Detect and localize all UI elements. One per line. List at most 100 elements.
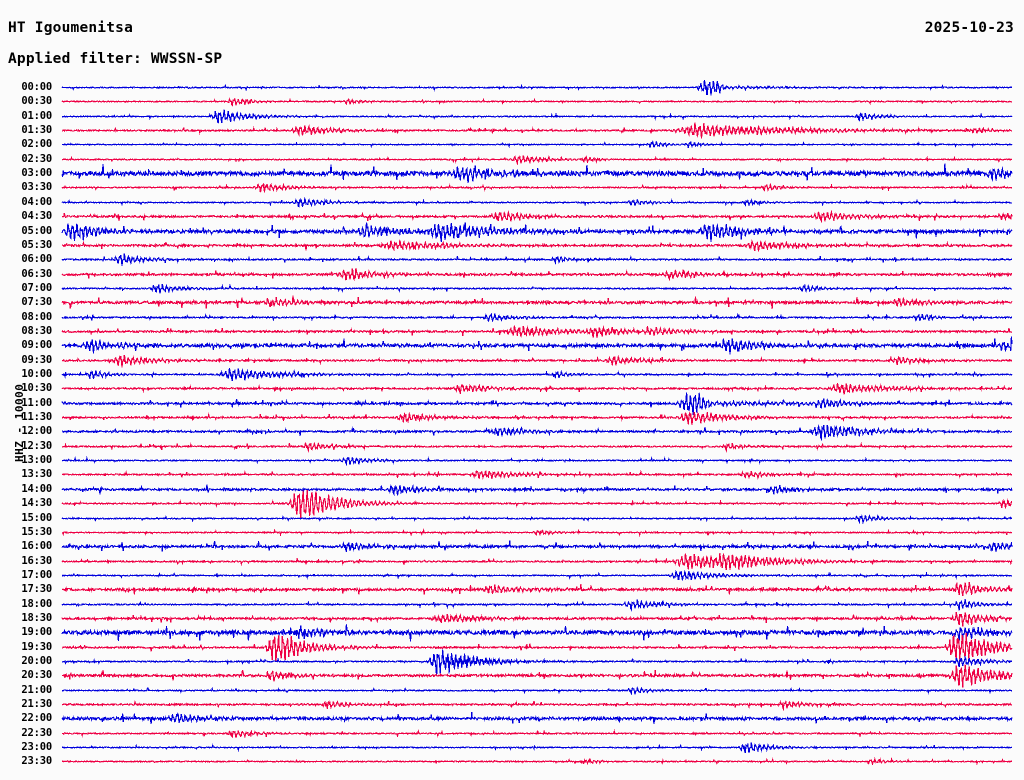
trace-row: 19:00	[0, 624, 1024, 642]
trace-waveform	[61, 209, 1013, 224]
trace-time-label: 01:00	[21, 109, 52, 122]
trace-row: 09:30	[0, 353, 1024, 368]
trace-svg	[61, 424, 1013, 442]
trace-waveform	[61, 424, 1013, 442]
trace-waveform	[61, 267, 1013, 282]
trace-row: 08:30	[0, 324, 1024, 339]
trace-waveform	[61, 511, 1012, 526]
trace-polyline	[61, 354, 1012, 368]
trace-waveform	[61, 324, 1013, 339]
trace-area: 00:00 00:30 01:00 01:30 02:00 02:30 03:00 03:30…	[0, 78, 1024, 778]
trace-time-label: 11:00	[21, 396, 52, 409]
trace-time-label: 15:00	[21, 511, 52, 524]
trace-row: 12:30	[0, 439, 1024, 454]
trace-svg	[61, 540, 1013, 553]
trace-svg	[61, 632, 1013, 662]
trace-time-label: 22:30	[21, 726, 52, 739]
trace-polyline	[61, 490, 1013, 519]
trace-polyline	[61, 712, 1013, 725]
trace-row: 23:00	[0, 740, 1024, 755]
trace-polyline	[61, 664, 1013, 688]
trace-time-label: 12:30	[21, 439, 52, 452]
trace-polyline	[61, 238, 1013, 252]
trace-waveform	[61, 726, 1013, 741]
trace-time-label: 19:00	[21, 626, 52, 639]
trace-svg	[61, 283, 1013, 294]
trace-polyline	[61, 757, 1013, 767]
trace-time-label: 23:30	[21, 755, 52, 768]
trace-svg	[61, 140, 1013, 149]
trace-row: 18:00	[0, 597, 1024, 612]
trace-polyline	[61, 383, 1013, 395]
trace-time-label: 01:30	[21, 124, 52, 137]
trace-row: 22:00	[0, 711, 1024, 726]
trace-polyline	[62, 685, 1013, 695]
trace-time-label: 04:00	[21, 195, 52, 208]
trace-time-label: 06:30	[21, 267, 52, 280]
trace-time-label: 03:30	[21, 181, 52, 194]
trace-row: 20:30	[0, 664, 1024, 688]
trace-polyline	[61, 581, 1013, 597]
trace-row: 15:00	[0, 511, 1024, 526]
trace-time-label: 09:30	[21, 353, 52, 366]
trace-svg	[61, 383, 1013, 395]
trace-row: 08:00	[0, 310, 1024, 325]
trace-svg	[61, 728, 1013, 739]
trace-svg	[61, 109, 1013, 124]
trace-waveform	[61, 94, 1013, 109]
trace-polyline	[61, 411, 1013, 426]
trace-polyline	[61, 483, 1013, 497]
trace-time-label: 23:00	[21, 741, 52, 754]
trace-svg	[61, 490, 1013, 519]
trace-waveform	[61, 664, 1013, 688]
trace-row: 05:00	[0, 222, 1024, 242]
trace-time-label: 05:00	[21, 224, 52, 237]
trace-polyline	[61, 196, 1013, 208]
trace-polyline	[61, 470, 1013, 481]
trace-polyline	[61, 728, 1013, 739]
trace-row: 17:30	[0, 581, 1024, 597]
trace-svg	[61, 222, 1013, 242]
trace-row: 06:30	[0, 267, 1024, 282]
trace-polyline	[62, 569, 1013, 581]
trace-row: 10:30	[0, 381, 1024, 396]
trace-polyline	[61, 222, 1013, 242]
trace-time-label: 17:00	[21, 568, 52, 581]
trace-waveform	[61, 252, 1013, 267]
trace-waveform	[62, 740, 1013, 755]
trace-svg	[61, 154, 1012, 166]
trace-svg	[61, 295, 1013, 310]
trace-row: 18:30	[0, 611, 1024, 627]
trace-waveform	[61, 152, 1012, 167]
trace-polyline	[61, 455, 1013, 467]
trace-svg	[61, 712, 1013, 725]
trace-row: 16:30	[0, 552, 1024, 570]
trace-row: 01:00	[0, 109, 1024, 124]
trace-waveform	[61, 611, 1013, 627]
trace-row: 07:00	[0, 281, 1024, 296]
trace-row: 01:30	[0, 122, 1024, 139]
trace-polyline	[61, 336, 1013, 355]
trace-polyline	[61, 649, 1013, 676]
applied-filter-label: Applied filter: WWSSN-SP	[8, 51, 223, 67]
trace-svg	[61, 581, 1013, 597]
trace-row: 00:00	[0, 79, 1024, 96]
trace-time-label: 04:30	[21, 210, 52, 223]
trace-svg	[61, 163, 1013, 184]
trace-waveform	[61, 490, 1013, 519]
trace-row: 23:30	[0, 754, 1024, 769]
trace-svg	[61, 238, 1013, 252]
trace-time-label: 02:00	[21, 138, 52, 151]
trace-waveform	[61, 310, 1012, 325]
trace-waveform	[61, 122, 1013, 139]
trace-time-label: 14:30	[21, 497, 52, 510]
trace-waveform	[62, 683, 1013, 698]
trace-polyline	[61, 513, 1012, 525]
trace-waveform	[61, 222, 1013, 242]
trace-row: 13:00	[0, 453, 1024, 468]
trace-waveform	[62, 568, 1013, 583]
trace-time-label: 05:30	[21, 238, 52, 251]
trace-waveform	[61, 624, 1013, 642]
trace-waveform	[61, 697, 1013, 712]
